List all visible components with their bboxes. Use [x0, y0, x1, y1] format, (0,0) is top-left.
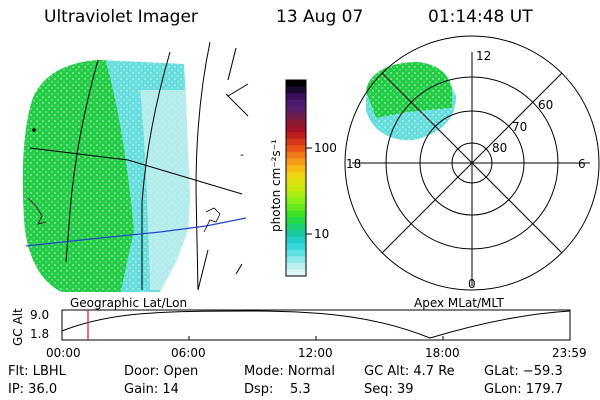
status-mode: Mode: Normal [244, 364, 335, 379]
colorbar-segment [286, 197, 306, 205]
aurora-image-geographic [22, 60, 191, 292]
geographic-map: - [22, 41, 249, 292]
altitude-plot [61, 309, 571, 341]
colorbar-segment [286, 191, 306, 199]
colorbar-label-10: 10 [314, 227, 330, 241]
colorbar-segment [286, 99, 306, 107]
status-door: Door: Open [124, 364, 199, 379]
colorbar-label-100: 100 [314, 141, 337, 155]
apex-caption: Apex MLat/MLT [414, 296, 504, 310]
altitude-ytick-9: 9.0 [30, 308, 50, 322]
xtick-0000: 00:00 [46, 346, 81, 360]
colorbar-segment [286, 138, 306, 146]
colorbar-segment [286, 269, 306, 277]
colorbar-segment [286, 93, 306, 101]
time-label: 01:14:48 UT [428, 7, 533, 27]
colorbar-segment [286, 262, 306, 271]
colorbar-segment [286, 112, 306, 120]
xtick-2359: 23:59 [552, 346, 587, 360]
mlat-label-80: 80 [492, 141, 508, 155]
colorbar-segment [286, 249, 306, 257]
colorbar-segment [286, 178, 306, 186]
colorbar-segment [286, 158, 306, 166]
xtick-0600: 06:00 [171, 346, 206, 360]
mlt-label-12: 12 [476, 49, 492, 63]
altitude-curve [61, 310, 571, 339]
xtick-1200: 12:00 [298, 346, 333, 360]
status-gc-alt: GC Alt: 4.7 Re [364, 364, 455, 379]
colorbar-segment [286, 217, 306, 225]
status-glat: GLat: −59.3 [484, 364, 563, 379]
coastline [27, 197, 47, 225]
colorbar-segment [286, 184, 306, 192]
colorbar-segment [286, 210, 306, 218]
colorbar-segment [286, 132, 306, 140]
status-gain: Gain: 14 [124, 382, 179, 397]
status-dsp: Dsp: 5.3 [244, 382, 311, 397]
geographic-caption: Geographic Lat/Lon [70, 296, 188, 310]
colorbar-segment [286, 236, 306, 244]
altitude-ytick-1_8: 1.8 [30, 327, 50, 341]
altitude-x-ticks [61, 336, 571, 340]
colorbar-unit-label: photon cm⁻²s⁻¹ [269, 139, 283, 232]
mlt-label-18: 18 [346, 157, 362, 171]
colorbar-segment [286, 256, 306, 264]
mlat-label-60: 60 [538, 98, 554, 112]
coastline-east [203, 207, 221, 233]
mlt-label-6: 6 [578, 157, 586, 171]
tick-mark: - [240, 148, 244, 161]
colorbar-segment [286, 151, 306, 159]
status-glon: GLon: 179.7 [484, 382, 564, 397]
colorbar-segment [286, 243, 306, 251]
colorbar-segment [286, 204, 306, 212]
status-ip: IP: 36.0 [8, 382, 58, 397]
colorbar-frame [285, 79, 307, 277]
colorbar-segment [286, 223, 306, 231]
terminator-line [25, 217, 247, 247]
polar-grid [344, 35, 600, 291]
colorbar-segment [286, 230, 306, 238]
colorbar [285, 79, 312, 277]
status-seq: Seq: 39 [364, 382, 414, 397]
station-dot [32, 128, 36, 132]
instrument-title: Ultraviolet Imager [44, 7, 198, 27]
xtick-1800: 18:00 [425, 346, 460, 360]
colorbar-segment [286, 119, 306, 127]
status-flt: Flt: LBHL [8, 364, 66, 379]
colorbar-segment [286, 125, 306, 133]
colorbar-segment [286, 164, 306, 173]
map-grid [29, 41, 249, 291]
colorbar-segment [286, 80, 306, 88]
colorbar-segment [286, 86, 306, 94]
colorbar-segment [286, 171, 306, 179]
date-label: 13 Aug 07 [276, 7, 364, 27]
colorbar-segment [286, 106, 306, 114]
mlt-label-0: 0 [468, 277, 476, 291]
mlat-label-70: 70 [512, 120, 528, 134]
colorbar-segment [286, 145, 306, 153]
altitude-ylabel: GC Alt [11, 308, 25, 346]
polar-map [344, 35, 600, 291]
